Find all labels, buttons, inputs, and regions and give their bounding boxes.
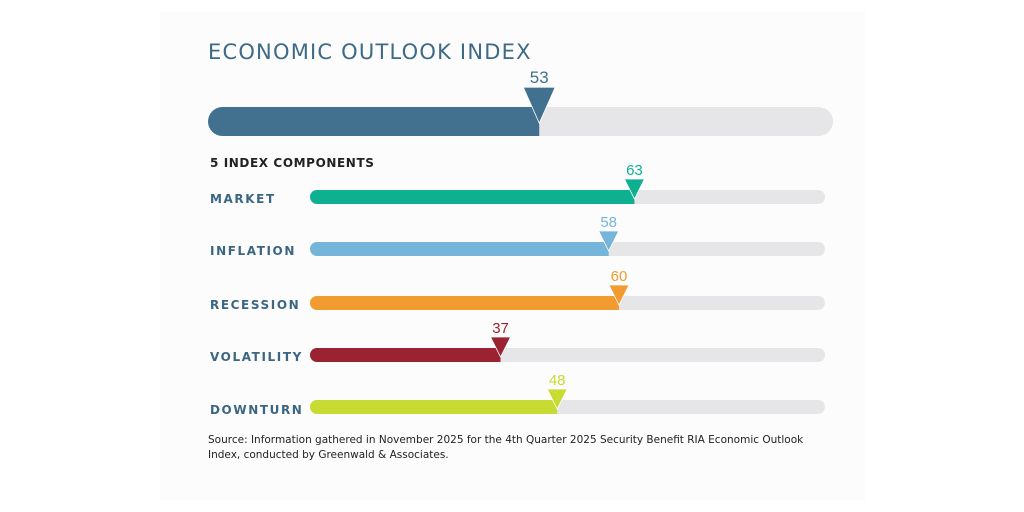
bar-recession-marker bbox=[608, 284, 630, 306]
bar-volatility-marker bbox=[489, 336, 512, 358]
label-downturn: DOWNTURN bbox=[210, 403, 304, 417]
overall-bar-fill bbox=[208, 107, 540, 136]
label-inflation: INFLATION bbox=[210, 244, 297, 258]
components-subtitle: 5 INDEX COMPONENTS bbox=[210, 156, 375, 170]
bar-volatility-fill bbox=[310, 348, 501, 362]
bar-market-value-label: 63 bbox=[626, 162, 643, 179]
bar-downturn-marker bbox=[546, 388, 568, 410]
bar-inflation-fill bbox=[310, 242, 609, 256]
bar-recession-fill bbox=[310, 296, 619, 310]
bar-market-fill bbox=[310, 190, 635, 204]
bar-downturn-fill bbox=[310, 400, 558, 414]
label-volatility: VOLATILITY bbox=[210, 350, 303, 364]
bar-market-marker bbox=[623, 178, 646, 200]
overall-bar-value-label: 53 bbox=[530, 68, 549, 87]
source-note: Source: Information gathered in November… bbox=[208, 434, 804, 461]
bar-inflation-marker bbox=[598, 230, 620, 252]
chart-title: ECONOMIC OUTLOOK INDEX bbox=[208, 40, 532, 64]
bar-recession-value-label: 60 bbox=[611, 268, 628, 285]
label-recession: RECESSION bbox=[210, 298, 301, 312]
bar-inflation-value-label: 58 bbox=[600, 214, 617, 231]
bar-downturn-value-label: 48 bbox=[549, 372, 566, 389]
label-market: MARKET bbox=[210, 192, 276, 206]
bar-volatility-value-label: 37 bbox=[492, 320, 509, 337]
overall-bar-marker bbox=[522, 86, 556, 125]
